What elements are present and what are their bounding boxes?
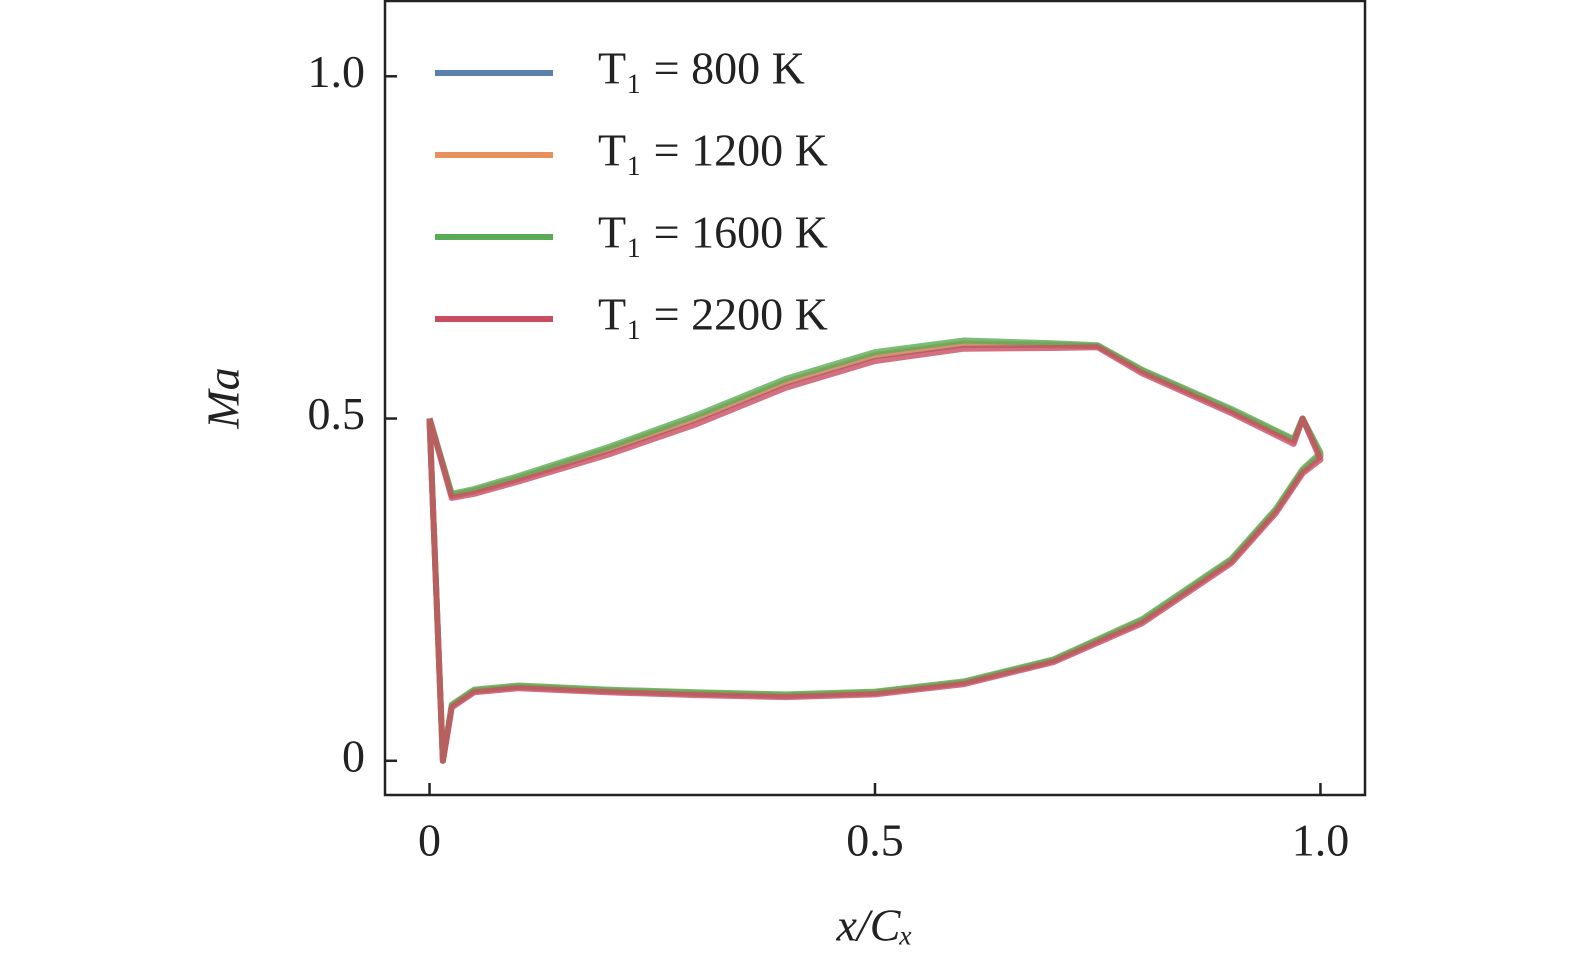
x-axis-label: x/Cₓ: [836, 900, 914, 951]
series-line: [426, 344, 1324, 764]
series-line: [426, 337, 1324, 764]
legend-label: T₁ = 800 K: [598, 43, 805, 94]
legend-label: T₁ = 2200 K: [598, 289, 828, 340]
legend-label: T₁ = 1200 K: [598, 125, 828, 176]
x-tick-label: 0.5: [846, 815, 904, 866]
y-tick-label: 0.5: [308, 388, 366, 439]
y-tick-label: 1.0: [308, 46, 366, 97]
x-tick-label: 0: [418, 815, 441, 866]
plot-frame: [383, 0, 1367, 797]
series-line: [426, 341, 1324, 764]
legend-label: T₁ = 1600 K: [598, 207, 828, 258]
series-line: [426, 340, 1324, 764]
y-tick-label: 0: [342, 730, 365, 781]
x-tick-label: 1.0: [1292, 815, 1350, 866]
y-axis-label: Ma: [198, 367, 249, 429]
